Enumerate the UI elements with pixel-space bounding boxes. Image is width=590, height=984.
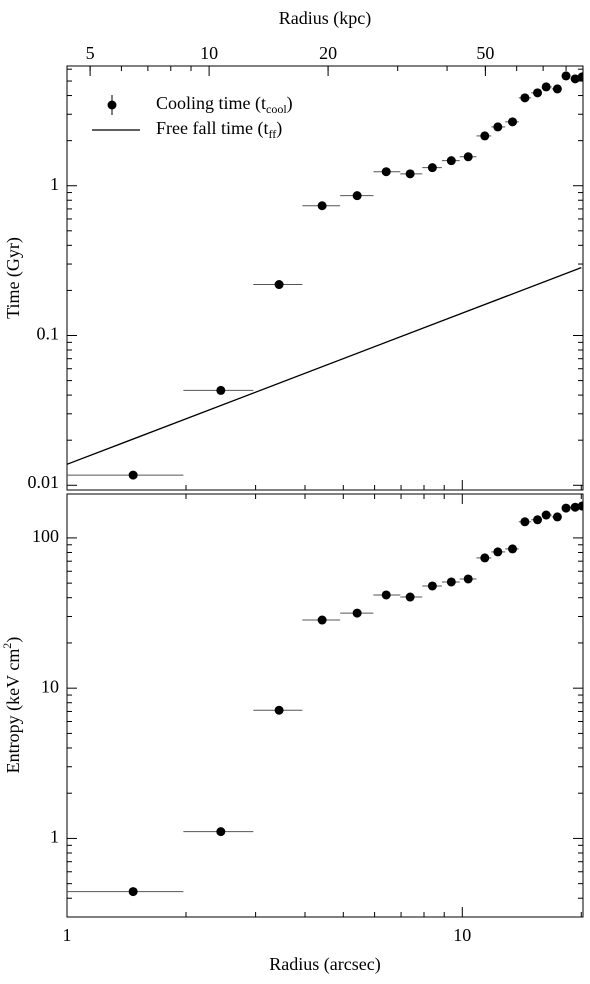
- y-tick-label: 100: [32, 526, 59, 546]
- legend-sub: cool: [266, 102, 287, 116]
- data-point: [533, 88, 543, 98]
- top-tick-label: 50: [476, 43, 494, 63]
- y-axis-label: Time (Gyr): [3, 237, 24, 319]
- data-point: [352, 608, 362, 618]
- legend-end: ): [287, 93, 293, 114]
- data-point: [128, 887, 138, 897]
- data-point: [541, 510, 551, 520]
- data-point: [274, 280, 284, 290]
- top-axis-label: Radius (kpc): [279, 8, 371, 29]
- data-point: [577, 501, 583, 511]
- data-point: [561, 71, 571, 81]
- data-point: [493, 122, 503, 132]
- top-tick-label: 5: [86, 43, 95, 63]
- legend-label: Free fall time (tff): [156, 118, 282, 141]
- data-point: [381, 167, 391, 177]
- data-point: [480, 131, 490, 141]
- data-point: [552, 512, 562, 522]
- data-point: [570, 74, 580, 84]
- data-point: [508, 544, 518, 554]
- legend-text: Cooling time (t: [156, 93, 266, 114]
- y-tick-label: 1: [50, 827, 59, 847]
- top-tick-label: 10: [200, 43, 218, 63]
- legend-label: Cooling time (tcool): [156, 93, 293, 116]
- y-tick-label: 1: [50, 174, 59, 194]
- legend-end: ): [276, 118, 282, 139]
- data-point: [216, 827, 226, 837]
- data-point: [561, 503, 571, 513]
- panel-frame: [66, 493, 584, 918]
- data-point: [405, 169, 415, 179]
- plot-area: [67, 501, 583, 897]
- plot-area: [67, 71, 583, 480]
- y-tick-label: 10: [41, 676, 59, 696]
- data-point: [427, 163, 437, 173]
- y-tick-label: 0.1: [37, 324, 60, 344]
- data-point: [381, 590, 391, 600]
- data-point: [446, 156, 456, 166]
- x-tick-label: 1: [63, 925, 72, 945]
- data-point: [463, 152, 473, 162]
- data-point: [520, 93, 530, 103]
- data-point: [493, 547, 503, 557]
- data-point: [508, 117, 518, 127]
- data-point: [317, 615, 327, 625]
- data-point: [552, 84, 562, 94]
- data-point: [216, 385, 226, 395]
- top-tick-label: 20: [319, 43, 337, 63]
- data-point: [480, 553, 490, 563]
- panel-frame: [66, 65, 584, 491]
- legend-sub: ff: [268, 127, 276, 141]
- legend-text: Free fall time (t: [156, 118, 268, 139]
- data-point: [520, 517, 530, 527]
- y-axis-label: Entropy (keV cm2): [0, 637, 24, 774]
- data-point: [352, 191, 362, 201]
- x-tick-label: 10: [453, 925, 471, 945]
- x-axis-label: Radius (arcsec): [269, 954, 380, 975]
- data-point: [427, 581, 437, 591]
- data-point: [463, 574, 473, 584]
- data-point: [317, 201, 327, 211]
- y-tick-label: 0.01: [28, 472, 60, 492]
- data-point: [274, 705, 284, 715]
- data-point: [128, 470, 138, 480]
- data-point: [405, 592, 415, 602]
- data-point: [577, 72, 583, 82]
- legend-marker: [107, 100, 117, 110]
- data-point: [533, 515, 543, 525]
- data-point: [541, 82, 551, 92]
- free-fall-line: [67, 266, 582, 465]
- data-point: [446, 577, 456, 587]
- data-point: [570, 502, 580, 512]
